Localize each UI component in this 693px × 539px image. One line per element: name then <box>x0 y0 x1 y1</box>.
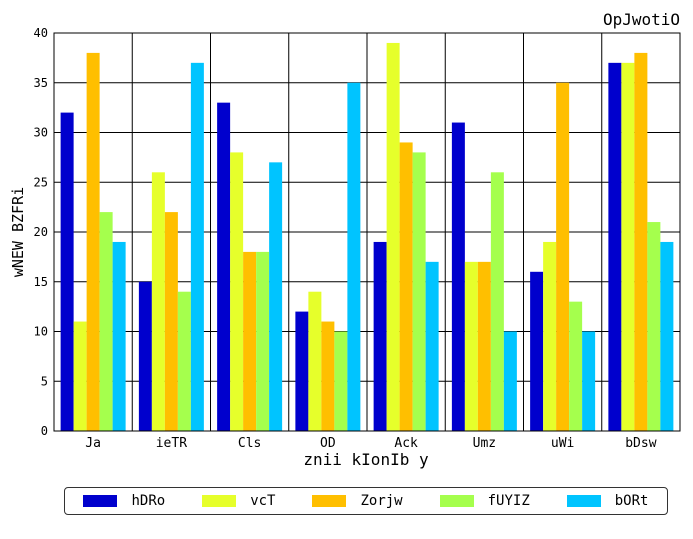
legend-swatch <box>312 495 347 507</box>
bar <box>138 281 152 431</box>
y-tick-label: 10 <box>34 325 48 339</box>
bar <box>73 321 87 431</box>
y-tick-label: 15 <box>34 275 48 289</box>
legend-swatch <box>83 495 118 507</box>
x-tick-label: Cls <box>238 436 261 451</box>
bar <box>151 172 165 432</box>
bar <box>621 62 635 431</box>
bar <box>425 261 439 431</box>
legend-label: bORt <box>614 493 649 509</box>
legend-item: Zorjw <box>312 493 403 509</box>
y-tick-label: 5 <box>41 374 48 388</box>
bar <box>399 142 413 431</box>
x-tick-label: Ja <box>85 436 101 451</box>
bar <box>412 152 426 431</box>
bar <box>347 82 361 431</box>
x-axis-label: znii kIonIb y <box>303 450 429 469</box>
plot-frame <box>53 32 681 432</box>
bar <box>373 241 387 431</box>
x-tick-label: ieTR <box>156 436 187 451</box>
bar <box>647 222 661 431</box>
bar <box>503 331 517 431</box>
bar <box>112 241 126 431</box>
y-axis-label: wNEW BZFRi <box>9 187 27 277</box>
x-tick-label: OD <box>320 436 336 451</box>
legend-item: hDRo <box>83 493 165 509</box>
y-tick-label: 30 <box>34 126 48 140</box>
bar <box>99 212 113 431</box>
bar <box>660 241 674 431</box>
legend-item: fUYIZ <box>439 493 530 509</box>
legend-swatch <box>566 495 601 507</box>
x-tick-label: Umz <box>473 436 496 451</box>
x-tick-label: Ack <box>394 436 418 451</box>
x-tick-label: uWi <box>551 436 574 451</box>
legend-label: hDRo <box>131 493 166 509</box>
bar <box>269 162 283 431</box>
bar <box>164 212 178 431</box>
chart-title: OpJwotiO <box>603 10 680 29</box>
y-tick-label: 40 <box>34 26 48 40</box>
bar <box>582 331 596 431</box>
y-tick-label: 35 <box>34 76 48 90</box>
legend: hDRo vcT Zorjw fUYIZ bORt <box>64 487 668 515</box>
bar <box>177 291 191 431</box>
bar <box>217 102 231 432</box>
legend-label: fUYIZ <box>487 493 530 509</box>
bar <box>634 52 648 432</box>
bar <box>569 301 583 431</box>
bar <box>256 251 270 431</box>
bar <box>295 311 309 431</box>
bar <box>464 261 478 431</box>
bar <box>86 52 100 432</box>
x-tick-label: bDsw <box>625 436 656 451</box>
bars <box>60 42 674 432</box>
bar <box>543 241 557 431</box>
bar <box>451 122 465 432</box>
legend-swatch <box>202 495 237 507</box>
bar <box>490 172 504 432</box>
y-tick-label: 0 <box>41 424 48 438</box>
legend-label: Zorjw <box>360 493 403 509</box>
legend-label: vcT <box>250 493 276 509</box>
bar <box>190 62 204 431</box>
legend-swatch <box>439 495 474 507</box>
axis-ticks: 0 5 10 15 20 25 30 35 40 Ja ieTR Cls OD Ack Umz uWi bDsw <box>34 26 657 451</box>
bar <box>477 261 491 431</box>
bar <box>334 331 348 431</box>
y-tick-label: 20 <box>34 225 48 239</box>
bar <box>608 62 622 431</box>
legend-item: bORt <box>566 493 649 509</box>
bar <box>230 152 244 431</box>
bar <box>308 291 322 431</box>
bar <box>530 271 544 431</box>
legend-item: vcT <box>202 493 275 509</box>
y-tick-label: 25 <box>34 175 48 189</box>
bar <box>321 321 335 431</box>
bar <box>60 112 74 431</box>
bar <box>386 42 400 431</box>
bar <box>243 251 257 431</box>
bar <box>556 82 570 431</box>
